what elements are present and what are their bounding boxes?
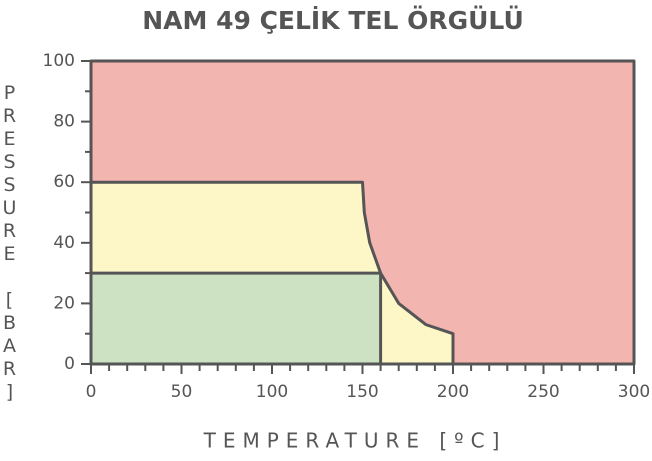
y-tick-label: 40 <box>53 233 75 253</box>
x-tick-label: 50 <box>171 382 193 402</box>
y-tick-label: 0 <box>64 354 75 374</box>
chart-title: NAM 49 ÇELİK TEL ÖRGÜLÜ <box>142 5 524 35</box>
x-tick-label: 300 <box>618 382 650 402</box>
y-tick-label: 20 <box>53 293 75 313</box>
x-tick-label: 100 <box>256 382 288 402</box>
y-tick-label: 100 <box>43 51 75 71</box>
region <box>89 271 383 366</box>
y-tick-label: 60 <box>53 172 75 192</box>
x-tick-label: 250 <box>527 382 559 402</box>
x-axis-label: TEMPERATURE [ºC] <box>203 429 507 453</box>
x-tick-label: 0 <box>86 382 97 402</box>
x-tick-label: 200 <box>437 382 469 402</box>
x-tick-label: 150 <box>346 382 378 402</box>
y-axis-label: PRESSURE [BAR] <box>0 82 21 404</box>
y-tick-label: 80 <box>53 112 75 132</box>
